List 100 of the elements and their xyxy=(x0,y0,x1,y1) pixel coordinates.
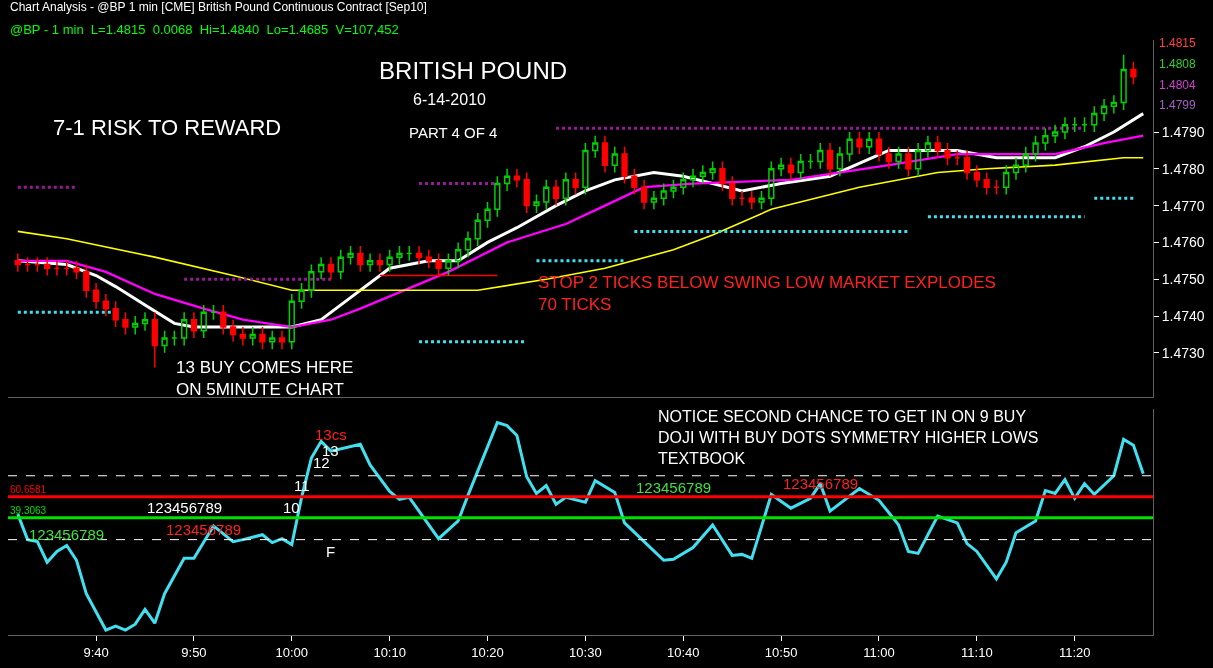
candlestick xyxy=(132,315,139,336)
text: 1.4804 xyxy=(1159,78,1197,92)
annotation: F xyxy=(326,543,336,560)
y-tick-label: 1.4740 xyxy=(1161,307,1205,324)
candlestick xyxy=(112,300,119,328)
candlestick xyxy=(885,145,892,170)
candlestick xyxy=(406,245,413,262)
candlestick xyxy=(122,311,129,336)
x-tick-label: 11:20 xyxy=(1058,644,1091,660)
candlestick xyxy=(758,190,765,211)
x-tick-label: 10:00 xyxy=(275,644,309,660)
candlestick xyxy=(288,293,295,350)
text: 1.4815 xyxy=(1159,36,1197,50)
y-tick-label: 1.4790 xyxy=(1161,123,1205,140)
candlestick xyxy=(689,168,697,188)
candlestick xyxy=(220,304,227,336)
candlestick xyxy=(768,160,775,207)
candlestick xyxy=(699,164,706,185)
candlestick xyxy=(1042,127,1049,152)
text: 1.4799 xyxy=(1159,98,1197,112)
candlestick xyxy=(1003,164,1010,196)
candlestick xyxy=(875,131,883,163)
candlestick xyxy=(836,145,843,177)
candlestick xyxy=(640,179,648,211)
candlestick xyxy=(278,330,286,350)
annotation: 123456789 xyxy=(147,499,223,516)
ref-line-label: 39.3063 xyxy=(10,505,47,516)
candlestick xyxy=(445,252,452,277)
candlestick xyxy=(102,293,110,317)
candlestick xyxy=(787,157,795,181)
candlestick xyxy=(503,168,511,192)
candlestick xyxy=(92,282,100,310)
candlestick xyxy=(983,171,990,196)
y-tick-label: 1.4730 xyxy=(1161,344,1205,361)
candlestick xyxy=(24,256,31,273)
candlestick xyxy=(543,179,550,211)
annotation: 123456789 xyxy=(29,526,105,543)
candlestick xyxy=(161,330,168,354)
candlestick xyxy=(973,164,980,188)
candlestick xyxy=(611,145,618,174)
candlestick xyxy=(729,175,736,207)
ref-line-label: 60.6581 xyxy=(10,484,47,495)
candlestick xyxy=(464,230,472,258)
candlestick xyxy=(846,131,853,163)
candlestick xyxy=(807,153,814,170)
candlestick xyxy=(239,326,247,347)
candlestick xyxy=(621,145,628,185)
candlestick xyxy=(1061,116,1069,141)
candlestick xyxy=(738,190,746,207)
annotation: 123456789 xyxy=(783,475,859,492)
candlestick xyxy=(905,145,912,177)
candlestick xyxy=(993,179,1000,196)
candlestick xyxy=(269,330,276,350)
annotation: PART 4 OF 4 xyxy=(409,124,498,141)
candlestick xyxy=(777,157,785,177)
candlestick xyxy=(924,134,932,159)
annotation: STOP 2 TICKS BELOW SWING LOW MARKET EXPLODES 70 TICKS xyxy=(538,273,996,315)
annotation: 7-1 RISK TO REWARD xyxy=(53,115,282,140)
text: BRITISH POUND xyxy=(379,56,568,84)
candlestick xyxy=(415,245,423,266)
annotation: 10 xyxy=(283,499,300,516)
candlestick xyxy=(1110,94,1117,115)
candlestick xyxy=(866,131,873,155)
candlestick xyxy=(200,304,207,339)
candlestick xyxy=(396,245,403,266)
candlestick xyxy=(53,260,61,277)
x-tick-label: 10:50 xyxy=(764,644,798,660)
x-tick-label: 11:00 xyxy=(863,644,895,660)
candlestick xyxy=(944,142,951,166)
candlestick xyxy=(327,256,335,280)
x-tick-label: 10:20 xyxy=(471,644,504,660)
candlestick xyxy=(494,175,501,218)
candlestick xyxy=(954,149,961,166)
candlestick xyxy=(748,190,755,211)
candlestick xyxy=(171,330,178,347)
candlestick xyxy=(1120,53,1127,111)
candlestick xyxy=(190,311,198,339)
candlestick xyxy=(347,245,354,266)
candlestick xyxy=(797,153,804,181)
candlestick xyxy=(1051,123,1059,144)
text: Chart Analysis - @BP 1 min [CME] British Pound Continuous Contract [Sep10] xyxy=(10,0,427,14)
candlestick xyxy=(709,160,716,181)
candlestick xyxy=(601,134,609,174)
candlestick xyxy=(572,171,579,196)
candlestick xyxy=(1071,116,1078,133)
candlestick xyxy=(73,260,80,280)
candlestick xyxy=(562,171,569,207)
candlestick xyxy=(259,326,266,350)
x-tick-label: 10:30 xyxy=(569,644,602,660)
candlestick xyxy=(1022,145,1029,174)
candlestick xyxy=(425,249,432,269)
candlestick xyxy=(386,249,393,273)
candlestick xyxy=(533,193,540,214)
candlestick xyxy=(523,171,530,214)
candlestick xyxy=(366,252,374,273)
text: @BP - 1 min L=1.4815 0.0068 Hi=1.4840 Lo=1.4685 V=107,452 xyxy=(10,22,399,37)
candlestick xyxy=(34,256,41,273)
candlestick xyxy=(318,256,325,280)
candlestick xyxy=(552,179,560,207)
candlestick xyxy=(719,160,726,192)
